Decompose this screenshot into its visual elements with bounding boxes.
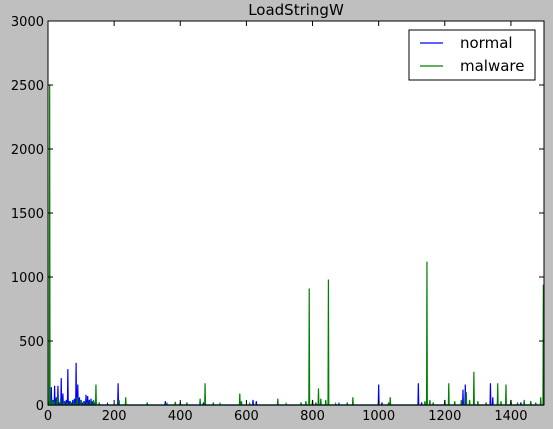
x-tick-label: 1000 (362, 409, 395, 424)
chart-title: LoadStringW (248, 1, 344, 19)
y-tick-label: 2500 (11, 79, 44, 94)
y-tick-label: 1500 (11, 207, 44, 222)
x-tick-label: 600 (234, 409, 259, 424)
x-tick-label: 0 (44, 409, 52, 424)
x-tick-label: 1200 (428, 409, 461, 424)
y-tick-label: 1000 (11, 271, 44, 286)
legend-label-malware: malware (460, 57, 525, 75)
x-tick-label: 200 (102, 409, 127, 424)
legend: normal malware (408, 29, 536, 81)
x-tick-label: 400 (168, 409, 193, 424)
series-line-malware (48, 84, 545, 406)
x-tick-label: 1400 (494, 409, 527, 424)
series-line-normal (47, 362, 544, 406)
y-tick-label: 500 (19, 335, 44, 350)
y-tick-label: 0 (36, 399, 44, 414)
y-tick-label: 2000 (11, 143, 44, 158)
legend-label-normal: normal (460, 34, 513, 52)
series-layer (47, 84, 545, 406)
x-tick-label: 800 (300, 409, 325, 424)
legend-box (408, 29, 536, 81)
axis-layer: 0 200 400 600 800 1000 1200 1400 0 500 1000 1500 200… (11, 15, 544, 424)
plot-area (48, 21, 544, 405)
y-tick-label: 3000 (11, 15, 44, 30)
